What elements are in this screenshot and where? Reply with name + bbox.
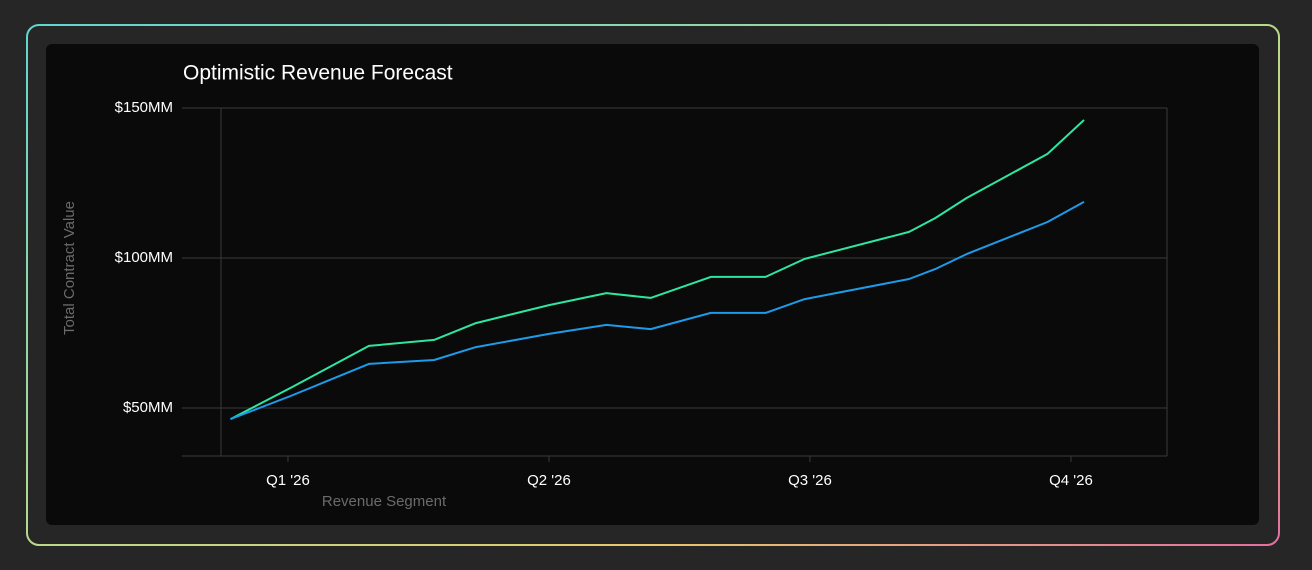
y-tick-label: $50MM — [123, 399, 173, 416]
chart-title: Optimistic Revenue Forecast — [183, 62, 453, 85]
y-axis-label: Total Contract Value — [61, 201, 78, 335]
y-tick-label: $100MM — [115, 249, 173, 266]
x-tick-label: Q4 '26 — [1049, 472, 1093, 489]
x-tick-label: Q3 '26 — [788, 472, 832, 489]
series-line — [230, 119, 1085, 420]
x-tick-label: Q1 '26 — [266, 472, 310, 489]
x-axis-label: Revenue Segment — [322, 493, 447, 510]
x-tick-label: Q2 '26 — [527, 472, 571, 489]
y-tick-label: $150MM — [115, 99, 173, 116]
series-line — [230, 201, 1085, 421]
panel — [46, 44, 1259, 525]
